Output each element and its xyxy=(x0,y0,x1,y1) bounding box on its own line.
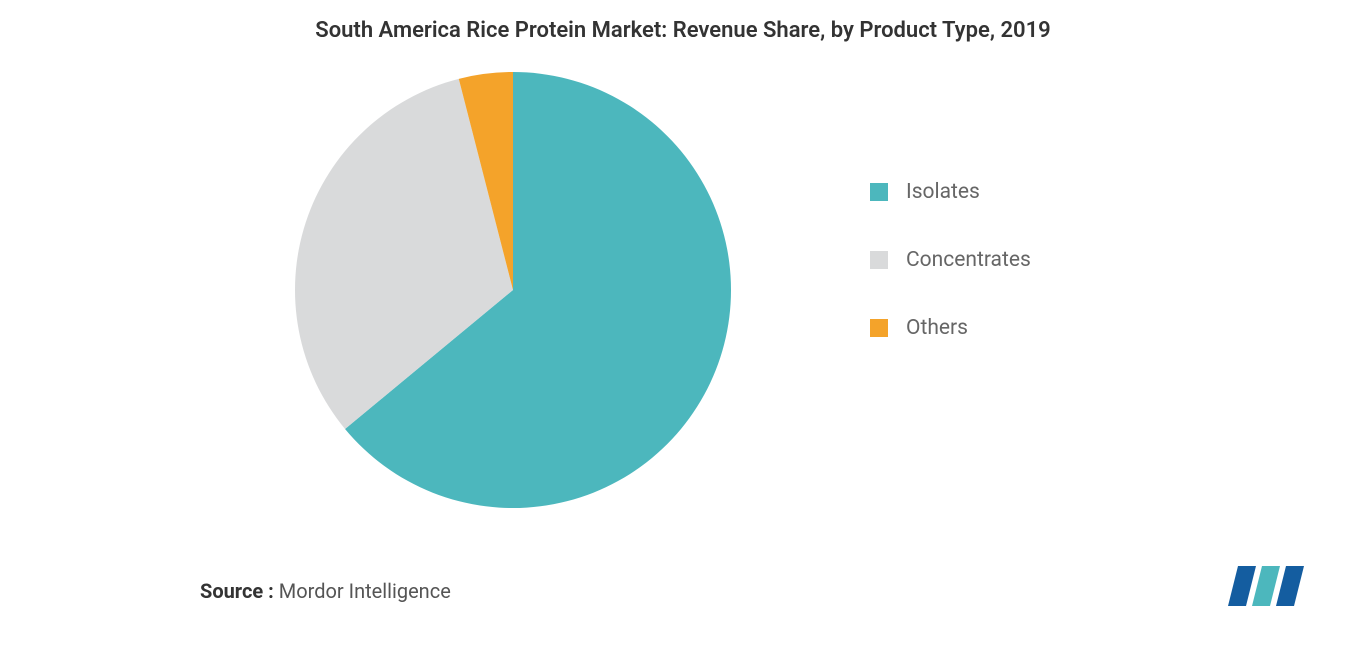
legend: Isolates Concentrates Others xyxy=(870,180,1031,384)
logo-bar xyxy=(1228,566,1256,606)
source-value: Mordor Intelligence xyxy=(274,579,451,603)
chart-title: South America Rice Protein Market: Reven… xyxy=(0,18,1366,43)
logo-bar xyxy=(1252,566,1280,606)
logo-icon xyxy=(1228,563,1314,609)
source-attribution: Source : Mordor Intelligence xyxy=(200,579,451,603)
legend-item-concentrates: Concentrates xyxy=(870,248,1031,272)
pie-chart xyxy=(295,72,731,508)
legend-label: Isolates xyxy=(906,180,980,204)
legend-swatch xyxy=(870,251,888,269)
logo-bar xyxy=(1276,566,1304,606)
legend-swatch xyxy=(870,183,888,201)
legend-label: Others xyxy=(906,316,968,340)
pie-svg xyxy=(295,72,731,508)
legend-item-others: Others xyxy=(870,316,1031,340)
legend-label: Concentrates xyxy=(906,248,1031,272)
legend-item-isolates: Isolates xyxy=(870,180,1031,204)
brand-logo xyxy=(1228,563,1314,609)
legend-swatch xyxy=(870,319,888,337)
source-label: Source : xyxy=(200,579,274,603)
